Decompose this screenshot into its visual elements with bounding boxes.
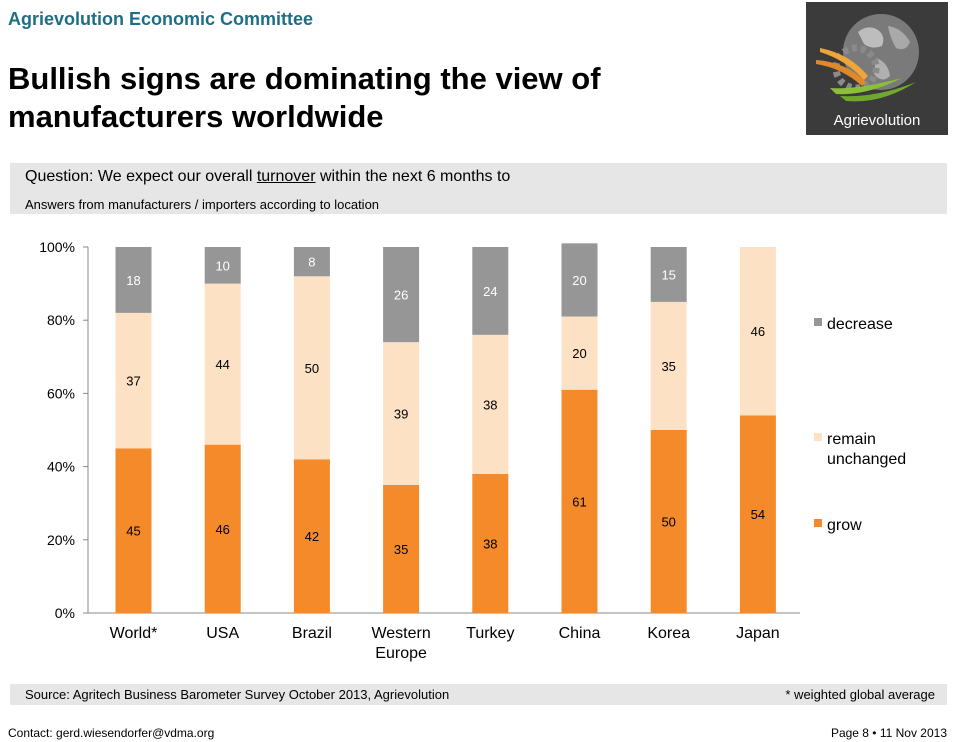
bar-segment xyxy=(739,247,776,416)
bar-segment xyxy=(561,389,598,613)
bar-segment xyxy=(204,444,241,613)
data-label: 61 xyxy=(572,494,586,509)
bar-segment xyxy=(293,459,330,613)
question-suffix: within the next 6 months to xyxy=(315,168,511,185)
legend-swatch xyxy=(814,433,822,441)
data-label: 38 xyxy=(483,536,497,551)
y-tick-label: 0% xyxy=(55,605,75,621)
data-label: 26 xyxy=(394,288,408,303)
data-label: 39 xyxy=(394,407,408,422)
bar-segment xyxy=(650,247,687,302)
legend-swatch xyxy=(814,318,822,326)
legend-label: grow xyxy=(827,517,862,534)
question-text: Question: We expect our overall turnover… xyxy=(25,168,510,186)
bar-segment xyxy=(383,484,420,613)
contact-text: Contact: gerd.wiesendorfer@vdma.org xyxy=(8,726,215,740)
bar-segment xyxy=(472,247,509,335)
x-tick-label: China xyxy=(559,625,601,642)
question-subtitle: Answers from manufacturers / importers a… xyxy=(25,197,380,212)
bar-segment xyxy=(115,448,152,613)
bar-segment xyxy=(472,334,509,474)
bar-segment xyxy=(115,247,152,313)
x-tick-label: Korea xyxy=(647,625,690,642)
question-keyword: turnover xyxy=(256,168,316,185)
x-tick-label: Turkey xyxy=(466,625,514,642)
page-title: Bullish signs are dominating the view of… xyxy=(8,61,601,134)
bar-segment xyxy=(472,473,509,613)
data-label: 35 xyxy=(394,542,408,557)
x-tick-label: World* xyxy=(110,625,158,642)
bar-segment xyxy=(383,342,420,485)
data-label: 37 xyxy=(126,374,140,389)
source-box: Source: Agritech Business Barometer Surv… xyxy=(10,684,947,705)
committee-title: Agrievolution Economic Committee xyxy=(8,9,314,29)
question-box: Question: We expect our overall turnover… xyxy=(10,163,947,214)
bar-segment xyxy=(650,430,687,613)
x-tick-label: USA xyxy=(206,625,239,642)
page-number: Page 8 • 11 Nov 2013 xyxy=(830,726,947,740)
y-tick-label: 20% xyxy=(47,532,75,548)
data-label: 10 xyxy=(215,258,229,273)
x-tick-label: Brazil xyxy=(292,625,332,642)
data-label: 8 xyxy=(308,255,315,270)
bar-segment xyxy=(293,276,330,460)
data-label: 18 xyxy=(126,273,140,288)
legend-swatch xyxy=(814,519,822,527)
data-label: 46 xyxy=(751,324,765,339)
data-label: 46 xyxy=(215,522,229,537)
data-label: 38 xyxy=(483,397,497,412)
y-tick-label: 60% xyxy=(47,385,75,401)
logo-text: Agrievolution xyxy=(833,112,921,129)
x-tick-label: Japan xyxy=(736,625,780,642)
data-label: 15 xyxy=(661,267,675,282)
bar-segment xyxy=(204,283,241,445)
bar-segment xyxy=(115,312,152,449)
x-tick-label: Western Europe xyxy=(371,625,430,662)
globe-wheat-icon xyxy=(816,14,919,102)
data-label: 42 xyxy=(305,529,319,544)
data-label: 54 xyxy=(751,507,765,522)
bar-segment xyxy=(561,316,598,390)
data-label: 44 xyxy=(215,357,229,372)
bar-segment xyxy=(739,415,776,613)
bar-segment xyxy=(293,247,330,277)
footnote-text: * weighted global average xyxy=(785,687,935,702)
legend-label: decrease xyxy=(827,316,893,333)
bar-segment xyxy=(650,301,687,430)
bar-segment xyxy=(204,247,241,284)
question-prefix: Question: We expect our overall xyxy=(25,168,257,185)
y-tick-label: 40% xyxy=(47,459,75,475)
bar-segment xyxy=(561,243,598,317)
bar-segment xyxy=(383,247,420,343)
data-label: 20 xyxy=(572,273,586,288)
data-label: 50 xyxy=(305,361,319,376)
data-label: 20 xyxy=(572,346,586,361)
data-label: 24 xyxy=(483,284,497,299)
source-text: Source: Agritech Business Barometer Surv… xyxy=(25,687,450,702)
legend-label: remain unchanged xyxy=(827,431,906,468)
y-tick-label: 80% xyxy=(47,312,75,328)
y-tick-label: 100% xyxy=(39,239,75,255)
data-label: 50 xyxy=(661,515,675,530)
data-label: 35 xyxy=(661,359,675,374)
agrievolution-logo: Agrievolution xyxy=(806,2,948,135)
data-label: 45 xyxy=(126,524,140,539)
stacked-bar-chart: 0% 20% 40% 60% 80% 100% 45 37 18 World* 46 44 10 USA 4… xyxy=(39,239,906,662)
